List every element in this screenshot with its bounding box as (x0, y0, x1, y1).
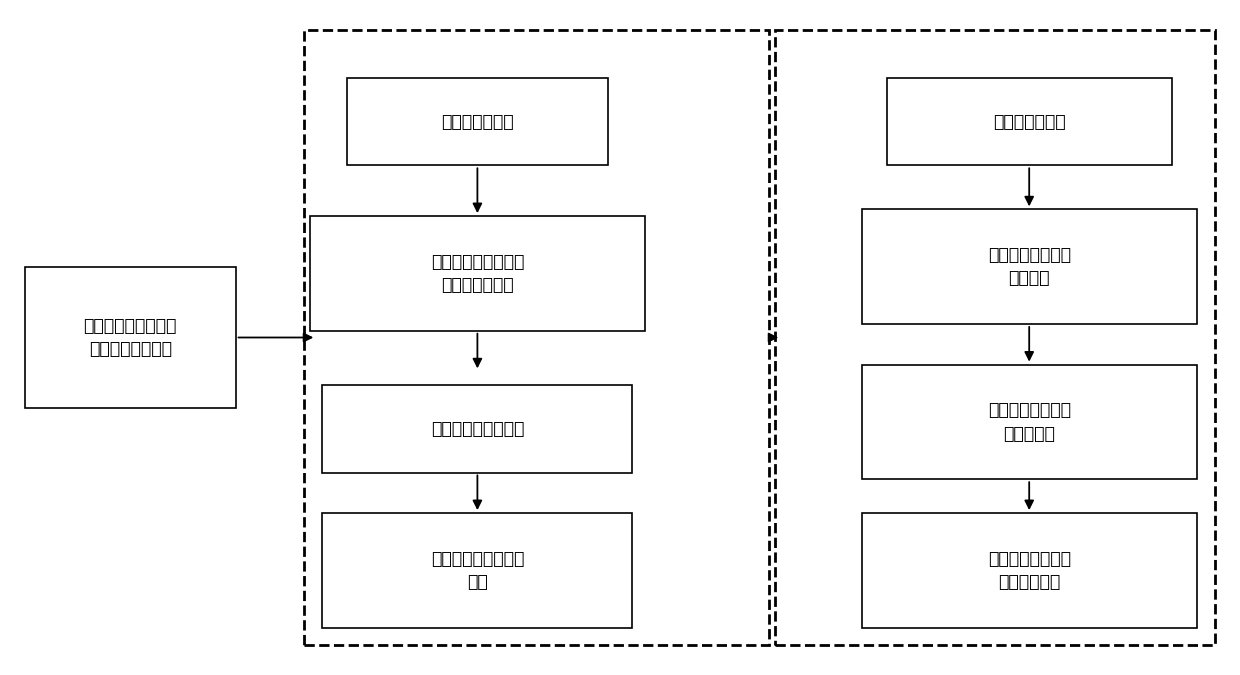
Text: 粒子群优化算法自
动迭代计算: 粒子群优化算法自 动迭代计算 (988, 401, 1070, 443)
Bar (322, 513, 632, 628)
Text: 参数敏感性分析，获
得显著影响参数: 参数敏感性分析，获 得显著影响参数 (430, 252, 525, 294)
Bar (775, 30, 1215, 645)
Bar (862, 513, 1197, 628)
Text: 多参数优化设计: 多参数优化设计 (993, 113, 1065, 130)
Text: 影响性能的主要几何
参数: 影响性能的主要几何 参数 (430, 549, 525, 591)
Text: 拉丁方试验设计: 拉丁方试验设计 (441, 113, 513, 130)
Bar (862, 364, 1197, 479)
Bar (304, 30, 769, 645)
Text: 最优性能及多几何
参数最佳组合: 最优性能及多几何 参数最佳组合 (988, 549, 1070, 591)
Text: 海水淡化高压泵过流
部件匹配优化设计: 海水淡化高压泵过流 部件匹配优化设计 (83, 317, 177, 358)
Bar (887, 78, 1172, 165)
Text: 确定过流部件主要
向何参数: 确定过流部件主要 向何参数 (988, 246, 1070, 288)
Text: 响应面试验设计方案: 响应面试验设计方案 (430, 420, 525, 437)
Bar (322, 385, 632, 472)
Bar (347, 78, 608, 165)
Bar (25, 267, 236, 408)
Bar (862, 209, 1197, 324)
Bar (310, 216, 645, 331)
